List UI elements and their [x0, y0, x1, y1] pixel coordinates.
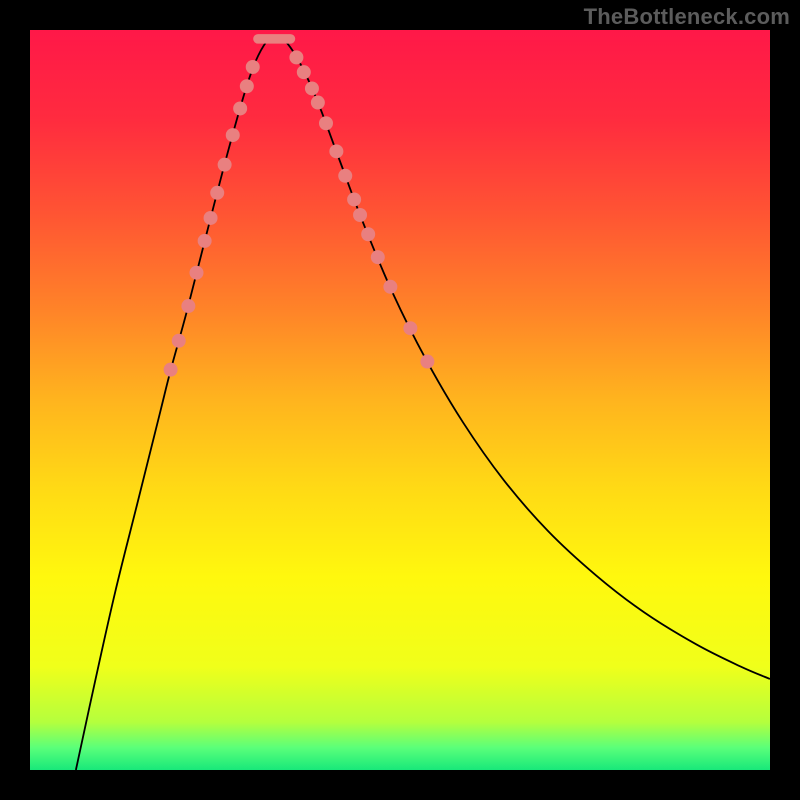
chart-background — [30, 30, 770, 770]
data-marker — [329, 144, 343, 158]
data-marker — [319, 116, 333, 130]
data-marker — [204, 211, 218, 225]
data-marker — [164, 363, 178, 377]
data-marker — [181, 299, 195, 313]
data-marker — [353, 208, 367, 222]
data-marker — [383, 280, 397, 294]
data-marker — [420, 355, 434, 369]
bottleneck-curve-chart — [30, 30, 770, 770]
chart-outer-frame: TheBottleneck.com — [0, 0, 800, 800]
data-marker — [361, 227, 375, 241]
data-marker — [289, 50, 303, 64]
data-marker — [233, 101, 247, 115]
data-marker — [218, 158, 232, 172]
data-marker — [240, 79, 254, 93]
data-marker — [305, 81, 319, 95]
data-marker — [226, 128, 240, 142]
data-marker — [403, 321, 417, 335]
plot-area — [30, 30, 770, 770]
data-marker — [246, 60, 260, 74]
data-marker — [190, 266, 204, 280]
data-marker — [311, 96, 325, 110]
watermark-text: TheBottleneck.com — [584, 4, 790, 30]
data-marker — [347, 192, 361, 206]
data-marker — [210, 186, 224, 200]
data-marker — [371, 250, 385, 264]
data-marker — [297, 65, 311, 79]
data-marker — [338, 169, 352, 183]
data-marker — [172, 334, 186, 348]
data-marker — [198, 234, 212, 248]
